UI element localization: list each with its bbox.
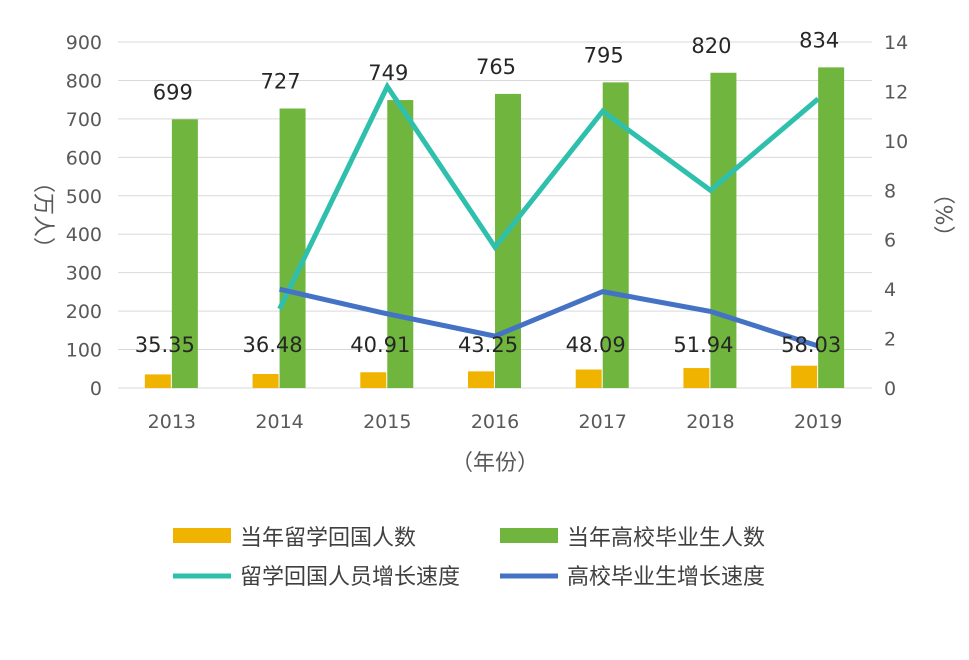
legend-label-returnees: 当年留学回国人数 xyxy=(240,526,416,551)
legend-swatch-graduates xyxy=(500,528,558,543)
right-tick-label: 12 xyxy=(884,81,908,103)
left-tick-label: 900 xyxy=(66,32,102,54)
bar-data-label: 48.09 xyxy=(566,333,626,357)
bar xyxy=(818,67,845,388)
x-tick-label: 2019 xyxy=(794,411,842,433)
left-tick-label: 100 xyxy=(66,340,102,362)
x-axis-title: （年份） xyxy=(451,451,539,476)
bar-data-label: 35.35 xyxy=(135,333,195,357)
bar xyxy=(360,372,387,388)
bar xyxy=(171,119,198,389)
left-tick-label: 700 xyxy=(66,109,102,131)
legend: 当年留学回国人数 当年高校毕业生人数 留学回国人员增长速度 高校毕业生增长速度 xyxy=(173,526,765,590)
bar xyxy=(791,365,818,388)
x-axis-ticks: 2013 2014 2015 2016 2017 2018 2019 xyxy=(148,411,843,433)
right-tick-label: 10 xyxy=(884,131,908,153)
right-tick-label: 8 xyxy=(884,180,896,202)
legend-label-returnee-growth: 留学回国人员增长速度 xyxy=(240,565,460,590)
bar-data-labels: 35.35 36.48 40.91 43.25 48.09 51.94 58.03 699 72… xyxy=(135,28,841,357)
right-tick-label: 6 xyxy=(884,230,896,252)
bar-data-label: 699 xyxy=(153,80,193,104)
bar-data-label: 820 xyxy=(691,34,731,58)
left-tick-label: 300 xyxy=(66,263,102,285)
right-tick-label: 14 xyxy=(884,32,908,54)
bar-data-label: 36.48 xyxy=(243,333,303,357)
x-tick-label: 2015 xyxy=(363,411,411,433)
bar xyxy=(252,373,279,388)
bar xyxy=(683,368,710,388)
left-tick-label: 200 xyxy=(66,301,102,323)
bar xyxy=(575,369,602,388)
bar xyxy=(710,72,737,388)
x-tick-label: 2013 xyxy=(148,411,196,433)
legend-label-graduate-growth: 高校毕业生增长速度 xyxy=(567,565,765,590)
left-tick-label: 800 xyxy=(66,70,102,92)
left-tick-label: 500 xyxy=(66,186,102,208)
lines xyxy=(277,81,820,349)
bar xyxy=(144,374,171,388)
bar-data-label: 749 xyxy=(368,61,408,85)
bar xyxy=(602,82,629,388)
bar xyxy=(279,108,306,389)
x-tick-label: 2017 xyxy=(579,411,627,433)
right-tick-label: 4 xyxy=(884,279,896,301)
x-tick-label: 2014 xyxy=(255,411,303,433)
series-line xyxy=(277,81,820,311)
bar-data-label: 43.25 xyxy=(458,333,518,357)
bars xyxy=(144,67,845,389)
legend-swatch-returnees xyxy=(173,528,231,543)
legend-label-graduates: 当年高校毕业生人数 xyxy=(567,526,765,551)
left-tick-label: 600 xyxy=(66,147,102,169)
right-axis-ticks: 0 2 4 6 8 10 12 14 xyxy=(884,32,908,400)
right-tick-label: 2 xyxy=(884,329,896,351)
x-tick-label: 2016 xyxy=(471,411,519,433)
left-axis-ticks: 0 100 200 300 400 500 600 700 800 900 xyxy=(66,32,102,400)
bar-data-label: 834 xyxy=(799,28,839,52)
right-axis-title: （%） xyxy=(930,183,955,248)
bar-data-label: 727 xyxy=(261,70,301,94)
left-tick-label: 0 xyxy=(90,378,102,400)
bar-data-label: 795 xyxy=(584,43,624,67)
left-axis-title: （万人） xyxy=(30,171,55,259)
bar-data-label: 40.91 xyxy=(350,333,410,357)
left-tick-label: 400 xyxy=(66,224,102,246)
bar-data-label: 51.94 xyxy=(673,333,733,357)
series-line xyxy=(279,286,819,349)
x-tick-label: 2018 xyxy=(686,411,734,433)
bar xyxy=(468,371,494,388)
right-tick-label: 0 xyxy=(884,378,896,400)
bar-data-label: 58.03 xyxy=(781,333,841,357)
bar-data-label: 765 xyxy=(476,55,516,79)
bar xyxy=(387,100,414,388)
